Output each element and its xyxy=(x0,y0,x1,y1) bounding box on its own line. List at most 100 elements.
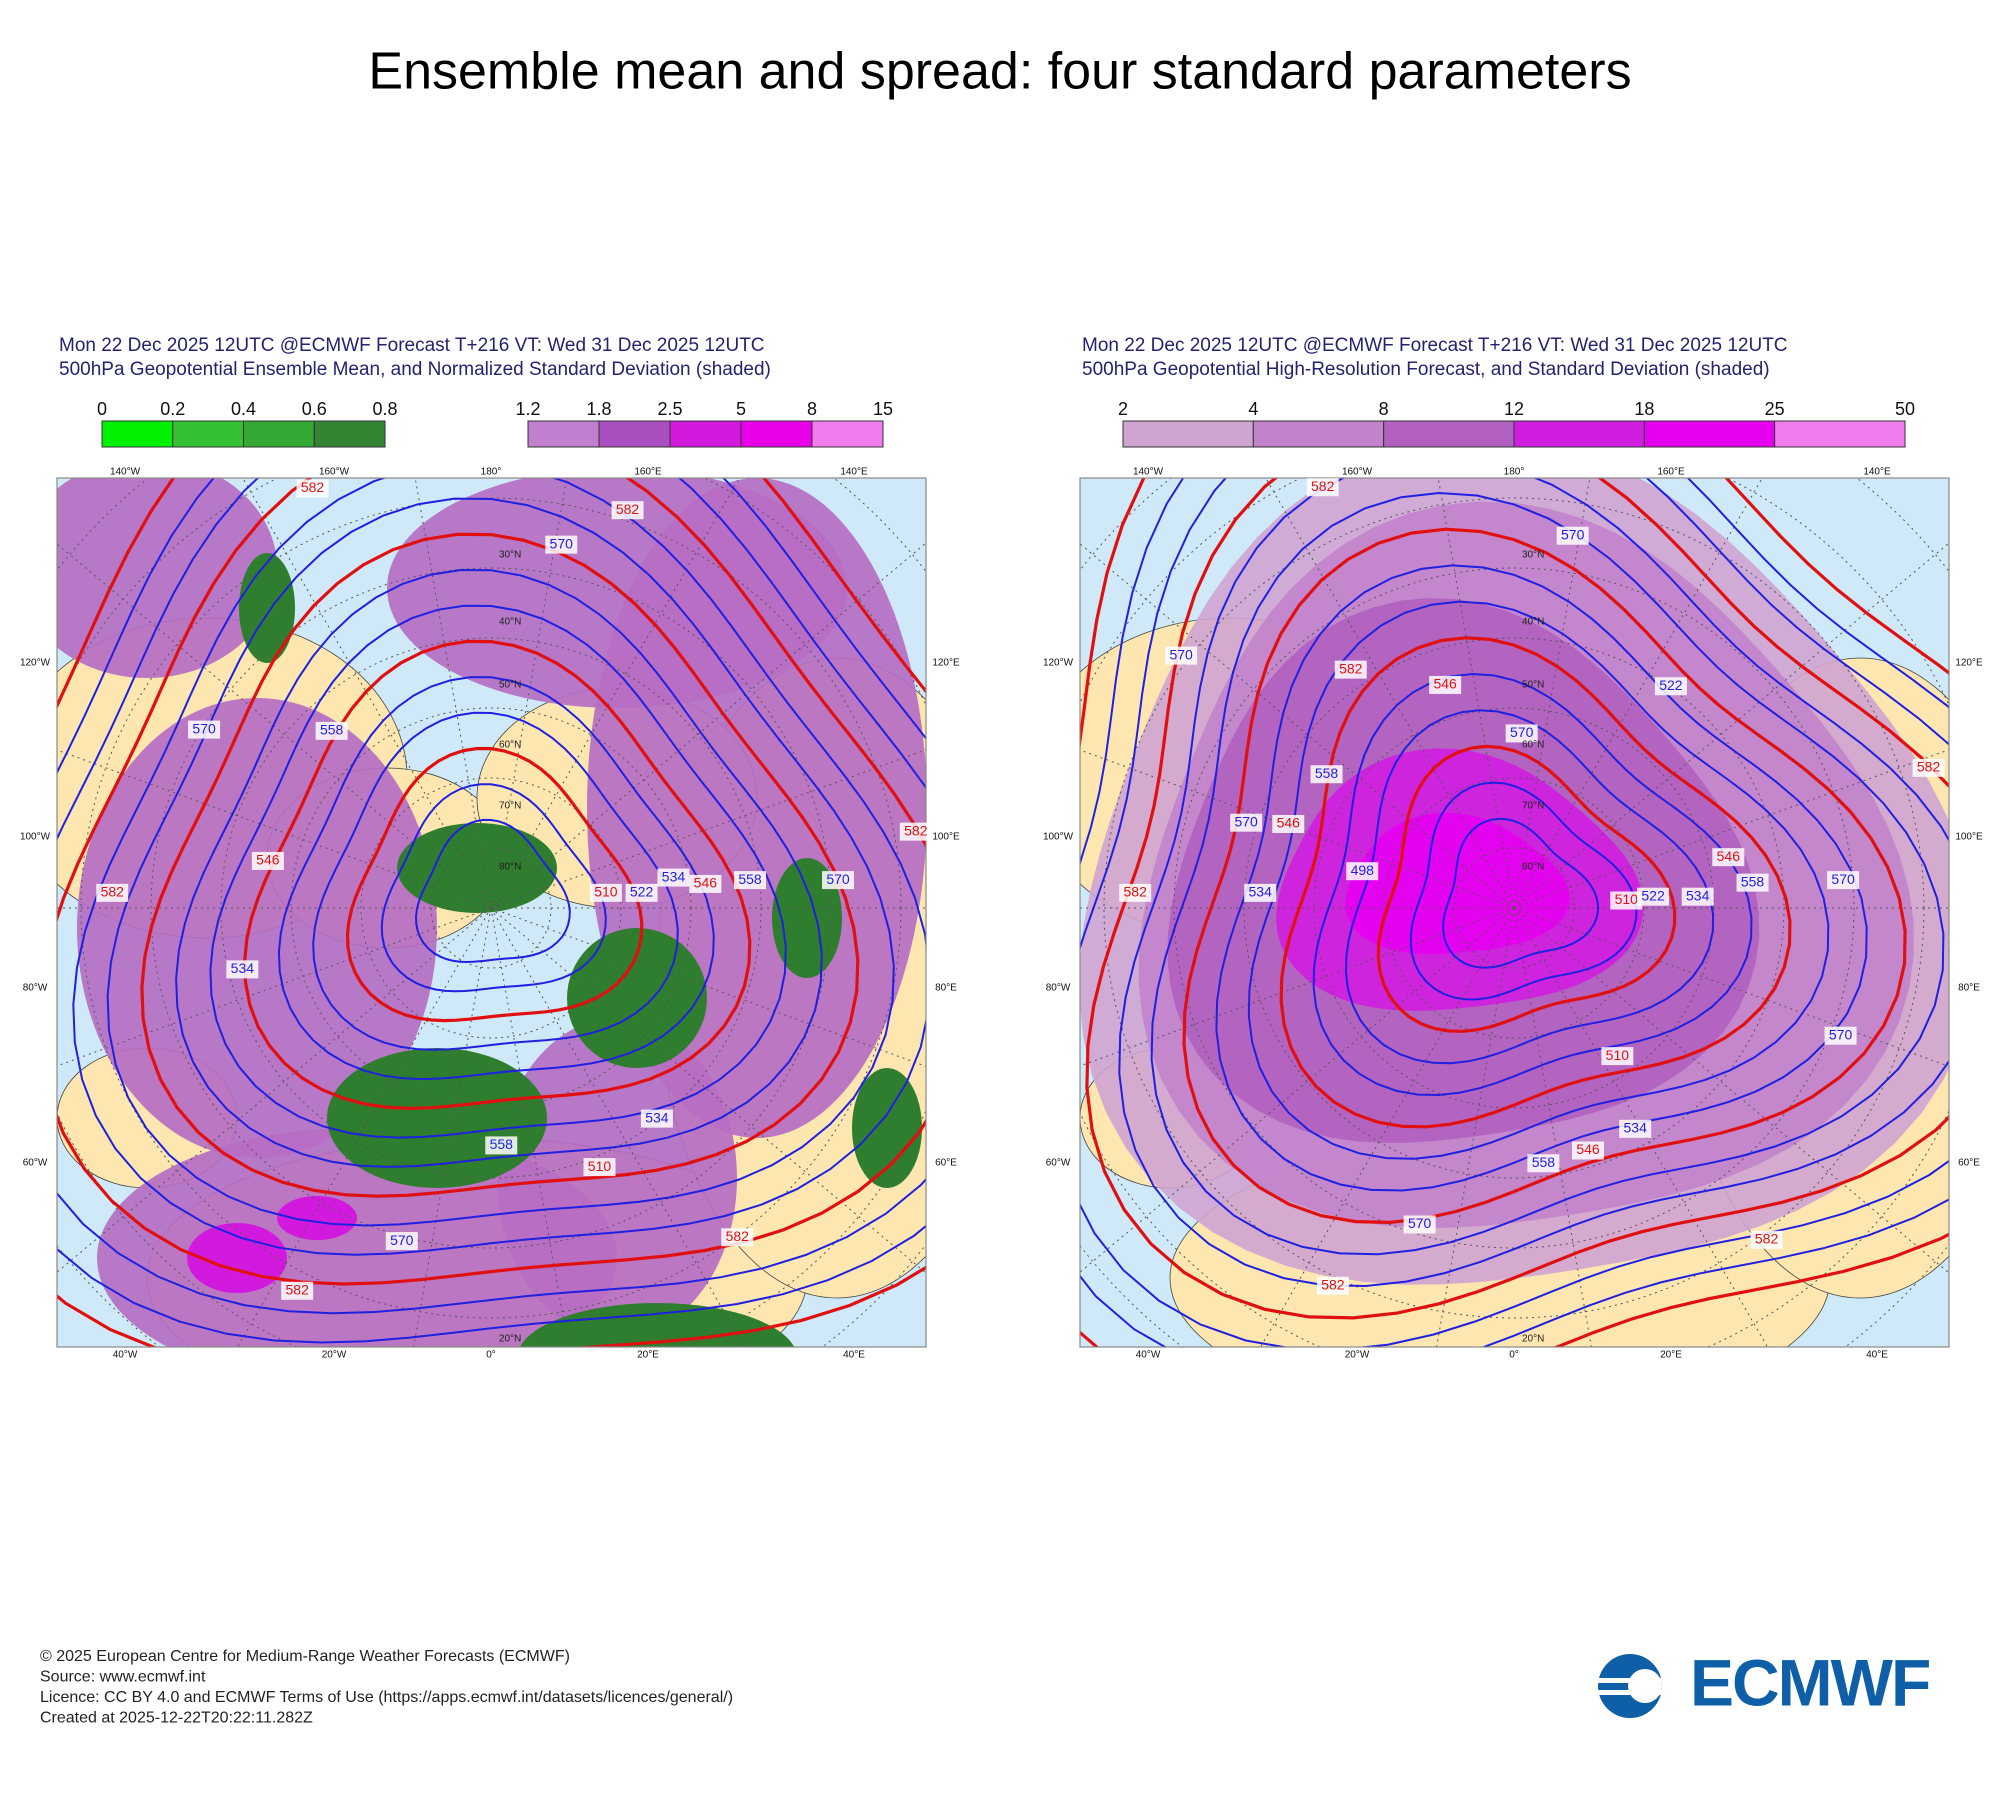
contour-label: 546 xyxy=(1576,1141,1600,1157)
contour-label: 546 xyxy=(256,852,280,868)
normalized-spread-shade xyxy=(852,1068,922,1188)
contour-label-bg xyxy=(1912,758,1945,777)
contour-label-bg xyxy=(1637,887,1670,906)
lon-label: 120°W xyxy=(1043,658,1074,669)
contour-label: 570 xyxy=(1169,646,1193,662)
lat-label: 50°N xyxy=(1522,680,1544,691)
contour-label: 546 xyxy=(1277,815,1301,831)
lon-label: 0° xyxy=(486,1350,496,1361)
contour-red xyxy=(1080,478,1949,1347)
contour-label: 522 xyxy=(1659,677,1683,693)
colorbar-label: 8 xyxy=(1379,399,1389,419)
contour-label: 534 xyxy=(645,1109,669,1125)
contour-label-bg xyxy=(721,1228,754,1247)
lat-label: 70°N xyxy=(499,801,521,812)
contour-label: 534 xyxy=(1686,887,1710,903)
lat-label: 30°N xyxy=(499,550,521,561)
colorbar-segment xyxy=(1122,420,1254,448)
contour-red xyxy=(1182,527,1907,1225)
colorbar-label: 1.2 xyxy=(515,399,540,419)
contour-blue xyxy=(1150,491,1945,1256)
contour-blue xyxy=(1118,478,1949,1288)
contour-label: 582 xyxy=(1311,478,1335,494)
footer-line: Created at 2025-12-22T20:22:11.282Z xyxy=(40,1710,313,1727)
contour-label: 522 xyxy=(630,884,654,900)
contour-label: 510 xyxy=(588,1158,612,1174)
contour-label-bg xyxy=(1272,814,1305,833)
contour-label: 582 xyxy=(904,822,928,838)
footer-line: Source: www.ecmwf.int xyxy=(40,1669,206,1686)
contour-red xyxy=(345,746,644,1023)
contour-label-bg xyxy=(1429,675,1462,694)
contour-label: 558 xyxy=(1532,1154,1556,1170)
contour-label-bg xyxy=(1750,1230,1783,1249)
panel-header: Mon 22 Dec 2025 12UTC @ECMWF Forecast T+… xyxy=(59,335,765,356)
normalized-spread-shade xyxy=(397,823,557,913)
meridian xyxy=(1080,543,1515,909)
latitude-circle xyxy=(150,567,832,1249)
contour-label: 558 xyxy=(1315,765,1339,781)
contour-label-bg xyxy=(1310,765,1343,784)
lon-label: 80°E xyxy=(935,983,957,994)
contour-label: 582 xyxy=(286,1282,310,1298)
contour-label-bg xyxy=(625,883,658,902)
lat-label: 20°N xyxy=(499,1334,521,1345)
contour-label: 582 xyxy=(1917,759,1941,775)
contour-label-bg xyxy=(589,883,622,902)
lon-label: 100°W xyxy=(1043,832,1074,843)
contour-label: 558 xyxy=(320,722,344,738)
footer-line: © 2025 European Centre for Medium-Range … xyxy=(40,1648,570,1665)
meridian xyxy=(1080,907,1515,1273)
meridian xyxy=(57,543,492,909)
contour-blue xyxy=(312,711,679,1051)
contour-label-bg xyxy=(822,871,855,890)
colorbar-label: 15 xyxy=(873,399,893,419)
colorbar-label: 0 xyxy=(97,399,107,419)
contour-label-bg xyxy=(1403,1215,1436,1234)
contour-blue xyxy=(1080,478,1949,1347)
contour-red xyxy=(140,532,860,1198)
lon-label: 120°E xyxy=(932,658,960,669)
contour-label: 570 xyxy=(390,1232,414,1248)
contour-label: 522 xyxy=(1641,887,1665,903)
meridian xyxy=(236,907,492,1347)
contour-blue xyxy=(277,676,715,1081)
meridian xyxy=(490,749,926,909)
contour-label-bg xyxy=(657,868,690,887)
contour-label: 534 xyxy=(662,868,686,884)
colorbar-segment xyxy=(1774,420,1906,448)
contour-label-bg xyxy=(1316,1276,1349,1295)
contour-label: 534 xyxy=(1624,1120,1648,1136)
contour-label: 582 xyxy=(1755,1230,1779,1246)
normalized-spread-shade xyxy=(567,928,707,1068)
meridian xyxy=(1513,749,1949,909)
spread-shade xyxy=(57,478,277,678)
contour-label: 570 xyxy=(1829,1026,1853,1042)
contour-label: 582 xyxy=(1124,884,1148,900)
lon-label: 100°W xyxy=(20,832,51,843)
contour-red xyxy=(1376,744,1677,1033)
contour-label: 546 xyxy=(1717,848,1741,864)
contour-label-bg xyxy=(226,960,259,979)
contour-label-bg xyxy=(1119,883,1152,902)
contour-label: 582 xyxy=(1339,660,1363,676)
contour-label: 498 xyxy=(1351,862,1375,878)
contour-label-bg xyxy=(315,721,348,740)
colorbar-segment xyxy=(811,420,884,448)
meridian xyxy=(1513,907,1592,1347)
meridian xyxy=(1265,478,1515,909)
contour-label: 558 xyxy=(738,871,762,887)
meridian xyxy=(1513,542,1949,909)
lon-label: 100°E xyxy=(1955,832,1983,843)
contour-label: 546 xyxy=(1433,676,1457,692)
contour-label-bg xyxy=(1306,478,1339,497)
colorbar-segment xyxy=(740,420,813,448)
contour-label: 582 xyxy=(726,1228,750,1244)
contour-label-bg xyxy=(485,1136,518,1155)
meridian xyxy=(1513,478,1591,909)
colorbar-segment xyxy=(527,420,600,448)
map-frame xyxy=(1079,477,1950,1348)
colorbar-label: 50 xyxy=(1895,399,1915,419)
contour-blue xyxy=(414,818,571,964)
contour-label-bg xyxy=(1681,887,1714,906)
